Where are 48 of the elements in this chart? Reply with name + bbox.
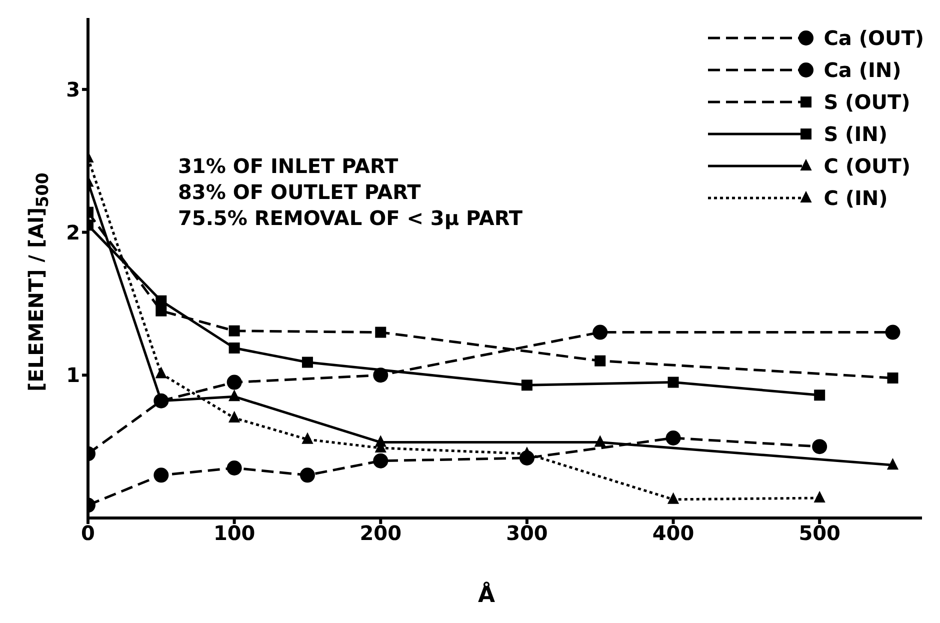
y-tick-label: 3 (66, 78, 80, 102)
point (375, 326, 386, 338)
point (156, 305, 167, 316)
legend-label: C (OUT) (824, 154, 910, 178)
point (812, 439, 828, 454)
x-tick-label: 400 (652, 521, 694, 546)
legend-label: Ca (OUT) (824, 26, 924, 50)
point (887, 372, 898, 384)
point (156, 367, 167, 378)
annotation: 31% OF INLET PART (178, 153, 400, 179)
point (154, 468, 169, 483)
point (592, 324, 608, 340)
point (302, 356, 313, 368)
x-tick-label: 0 (81, 521, 95, 546)
point (373, 453, 388, 468)
point (228, 390, 240, 402)
annotation: 75.5% REMOVAL OF < 3μ PART (178, 205, 522, 231)
point (228, 325, 240, 336)
point (300, 468, 315, 483)
x-tick-label: 300 (506, 521, 548, 546)
point (228, 342, 240, 354)
legend-label: S (OUT) (824, 90, 910, 114)
point (668, 492, 679, 504)
legend-label: C (IN) (824, 186, 888, 210)
point (814, 390, 826, 401)
x-tick-label: 100 (213, 521, 256, 546)
point (887, 458, 898, 470)
point (521, 380, 532, 391)
point (594, 436, 606, 447)
x-tick-label: 200 (360, 521, 402, 546)
annotation: 83% OF OUTLET PART (178, 179, 422, 205)
point (226, 374, 242, 390)
legend-label: S (IN) (824, 122, 888, 146)
x-tick-label: 500 (798, 521, 840, 546)
point (814, 492, 826, 502)
point (668, 376, 679, 388)
point (228, 412, 240, 422)
y-tick-label: 2 (66, 220, 80, 244)
y-tick-label: 1 (66, 363, 80, 388)
point (666, 430, 681, 446)
point (885, 324, 900, 340)
point (594, 355, 606, 366)
x-axis-title: Å (478, 583, 496, 608)
point (156, 295, 167, 306)
point (302, 432, 313, 444)
legend-label: Ca (IN) (824, 58, 902, 82)
point (373, 368, 388, 383)
point (226, 460, 242, 476)
